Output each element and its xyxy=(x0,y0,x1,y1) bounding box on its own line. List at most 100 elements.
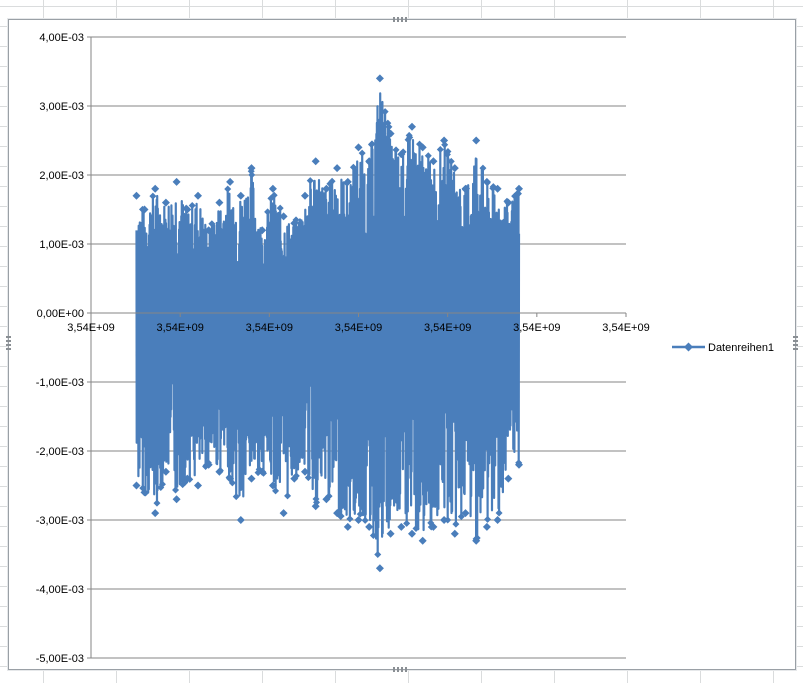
data-point-marker[interactable] xyxy=(181,478,189,486)
data-point-marker[interactable] xyxy=(489,183,497,191)
data-point-marker[interactable] xyxy=(354,143,363,152)
data-point-marker[interactable] xyxy=(260,469,268,477)
data-point-marker[interactable] xyxy=(225,474,233,482)
data-point-marker[interactable] xyxy=(194,191,202,200)
data-point-marker[interactable] xyxy=(368,140,376,148)
data-point-marker[interactable] xyxy=(356,510,364,518)
data-point-marker[interactable] xyxy=(247,474,256,483)
data-point-marker[interactable] xyxy=(375,74,384,83)
data-point-marker[interactable] xyxy=(337,512,345,520)
data-point-marker[interactable] xyxy=(194,481,202,490)
data-point-marker[interactable] xyxy=(204,226,213,235)
data-point-marker[interactable] xyxy=(436,145,444,153)
data-point-marker[interactable] xyxy=(392,146,400,154)
data-point-marker[interactable] xyxy=(182,204,190,212)
data-point-marker[interactable] xyxy=(374,551,382,559)
data-point-marker[interactable] xyxy=(385,123,393,131)
data-point-marker[interactable] xyxy=(279,509,288,518)
data-point-marker[interactable] xyxy=(503,197,511,205)
data-point-marker[interactable] xyxy=(444,516,452,524)
data-point-marker[interactable] xyxy=(441,141,449,149)
data-point-marker[interactable] xyxy=(418,536,427,545)
data-point-marker[interactable] xyxy=(346,515,354,523)
data-point-marker[interactable] xyxy=(369,531,377,539)
data-point-marker[interactable] xyxy=(440,136,449,145)
data-point-marker[interactable] xyxy=(450,164,459,173)
data-point-marker[interactable] xyxy=(301,191,309,200)
series-line[interactable] xyxy=(135,92,521,556)
data-point-marker[interactable] xyxy=(365,158,373,166)
data-point-marker[interactable] xyxy=(361,516,369,524)
data-point-marker[interactable] xyxy=(172,177,181,186)
data-point-marker[interactable] xyxy=(226,177,235,186)
data-point-marker[interactable] xyxy=(208,220,216,228)
data-point-marker[interactable] xyxy=(343,179,351,187)
data-point-marker[interactable] xyxy=(255,465,263,473)
data-point-marker[interactable] xyxy=(483,179,491,187)
data-point-marker[interactable] xyxy=(322,184,331,193)
data-point-marker[interactable] xyxy=(424,152,432,160)
data-point-marker[interactable] xyxy=(479,164,487,172)
data-point-marker[interactable] xyxy=(232,493,240,501)
data-point-marker[interactable] xyxy=(311,157,320,166)
data-point-marker[interactable] xyxy=(292,216,300,224)
data-point-marker[interactable] xyxy=(228,479,236,487)
data-point-marker[interactable] xyxy=(272,487,280,495)
data-point-marker[interactable] xyxy=(264,208,272,216)
resize-handle-right[interactable] xyxy=(793,336,798,352)
data-point-marker[interactable] xyxy=(158,480,166,488)
data-point-marker[interactable] xyxy=(386,129,395,138)
data-point-marker[interactable] xyxy=(514,190,522,198)
data-point-marker[interactable] xyxy=(482,522,491,531)
data-point-marker[interactable] xyxy=(444,147,452,155)
data-point-marker[interactable] xyxy=(440,516,449,524)
data-point-marker[interactable] xyxy=(403,519,411,527)
data-point-marker[interactable] xyxy=(292,472,300,480)
data-point-marker[interactable] xyxy=(399,148,407,156)
data-point-marker[interactable] xyxy=(172,495,181,504)
data-point-marker[interactable] xyxy=(504,474,513,483)
data-point-marker[interactable] xyxy=(452,520,460,528)
data-point-marker[interactable] xyxy=(461,509,470,518)
data-point-marker[interactable] xyxy=(304,474,312,482)
data-point-marker[interactable] xyxy=(463,185,471,193)
data-point-marker[interactable] xyxy=(495,509,503,517)
data-point-marker[interactable] xyxy=(151,184,160,193)
data-point-marker[interactable] xyxy=(140,206,148,214)
data-point-marker[interactable] xyxy=(333,164,342,173)
data-point-marker[interactable] xyxy=(186,475,194,483)
data-point-marker[interactable] xyxy=(375,564,384,573)
data-point-marker[interactable] xyxy=(141,489,149,497)
data-point-marker[interactable] xyxy=(515,459,523,467)
data-point-marker[interactable] xyxy=(258,226,267,235)
data-point-marker[interactable] xyxy=(139,484,147,492)
data-point-marker[interactable] xyxy=(132,191,141,200)
resize-handle-bottom[interactable] xyxy=(393,667,409,672)
data-point-marker[interactable] xyxy=(408,122,416,131)
data-point-marker[interactable] xyxy=(354,516,363,524)
legend[interactable]: Datenreihen1 xyxy=(672,342,774,354)
data-point-marker[interactable] xyxy=(416,140,424,148)
data-point-marker[interactable] xyxy=(447,157,455,165)
data-point-marker[interactable] xyxy=(151,509,160,518)
series-datenreihen1[interactable] xyxy=(132,74,523,573)
data-point-marker[interactable] xyxy=(472,136,481,145)
data-point-marker[interactable] xyxy=(313,498,321,506)
data-point-marker[interactable] xyxy=(301,467,309,476)
data-point-marker[interactable] xyxy=(365,522,374,531)
data-point-marker[interactable] xyxy=(188,201,196,209)
data-point-marker[interactable] xyxy=(386,529,395,538)
data-point-marker[interactable] xyxy=(343,522,352,531)
data-point-marker[interactable] xyxy=(149,192,157,200)
data-point-marker[interactable] xyxy=(427,523,435,531)
data-point-marker[interactable] xyxy=(161,467,170,476)
data-point-marker[interactable] xyxy=(268,481,277,490)
data-point-marker[interactable] xyxy=(412,525,420,533)
data-point-marker[interactable] xyxy=(279,212,288,221)
resize-handle-left[interactable] xyxy=(6,336,11,352)
data-point-marker[interactable] xyxy=(224,185,232,193)
chart-object[interactable]: 4,00E-03 3,00E-03 2,00E-03 1,00E-03 0,00E+00… xyxy=(6,17,798,672)
data-point-marker[interactable] xyxy=(493,516,502,524)
data-point-marker[interactable] xyxy=(172,486,180,494)
data-point-marker[interactable] xyxy=(325,492,333,500)
